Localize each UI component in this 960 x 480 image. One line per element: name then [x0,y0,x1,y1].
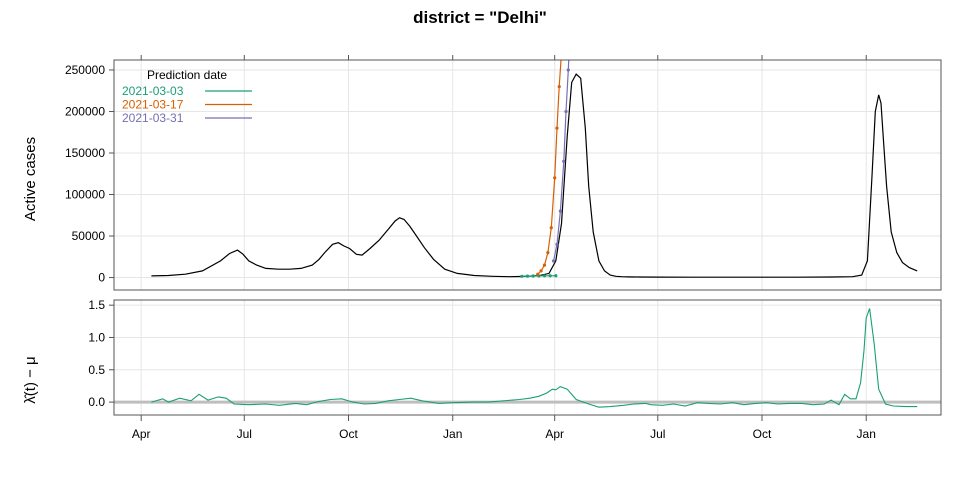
forecast-point-2021-03-03 [520,274,524,278]
x-tick-label: Oct [753,427,772,441]
y-tick-label: 100000 [65,188,105,202]
bottom-panel-y-axis: 0.0 0.5 1.0 1.5 [88,298,114,409]
bottom-clip-group [114,308,941,408]
legend-entry-label: 2021-03-31 [122,111,184,125]
y-tick-label: 0.5 [88,363,105,377]
legend: Prediction date 2021-03-032021-03-172021… [122,68,252,125]
lambda-line [151,308,918,408]
y-tick-label: 50000 [72,229,106,243]
forecast-point-2021-03-17 [539,269,543,273]
x-tick-label: Apr [132,427,151,441]
forecast-point-2021-03-17 [546,251,550,255]
forecast-point-2021-03-17 [557,84,561,89]
forecast-point-2021-03-31 [566,68,570,72]
y-tick-label: 0 [98,271,105,285]
top-panel-y-label: Active cases [22,137,39,221]
forecast-point-2021-03-17 [555,126,559,130]
forecast-point-2021-03-17 [542,263,547,267]
forecast-point-2021-03-31 [551,259,556,263]
forecast-point-2021-03-03 [531,274,535,278]
forecast-point-2021-03-17 [536,272,540,276]
top-panel-x-ticks [140,55,867,60]
y-tick-label: 1.5 [88,298,105,312]
bottom-panel-grid [114,300,941,415]
legend-entry-label: 2021-03-03 [122,84,184,98]
x-axis: Apr Jul Oct Jan Apr Jul Oct Jan [132,415,876,441]
y-tick-label: 200000 [65,104,105,118]
forecast-point-2021-03-03 [554,274,558,278]
x-tick-label: Oct [339,427,358,441]
legend-title: Prediction date [147,68,227,82]
chart-title: district = "Delhi" [413,8,547,27]
top-panel-series [151,35,918,278]
forecast-point-2021-03-03 [525,274,530,278]
x-tick-label: Apr [545,427,564,441]
active-cases-panel: 0 50000 100000 150000 200000 250000 Active ca… [22,35,942,291]
top-panel-grid [114,60,941,290]
forecast-point-2021-03-31 [564,109,568,114]
x-tick-label: Jan [443,427,462,441]
top-panel-frame [113,59,942,291]
bottom-panel-frame [113,299,942,416]
top-clip-group [151,35,918,278]
forecast-point-2021-03-17 [553,176,557,180]
x-tick-label: Jul [650,427,665,441]
bottom-panel-series [114,308,941,408]
top-panel-y-axis: 0 50000 100000 150000 200000 250000 [65,63,114,285]
forecast-point-2021-03-31 [558,209,562,213]
forecast-point-2021-03-31 [562,159,566,163]
forecast-point-2021-03-17 [561,35,564,38]
y-tick-label: 150000 [65,146,105,160]
x-tick-label: Jul [237,427,252,441]
forecast-point-2021-03-03 [548,274,552,278]
x-tick-label: Jan [857,427,876,441]
forecast-point-2021-03-17 [549,226,553,230]
bottom-panel-y-label: λ̂(t) − μ [22,356,39,403]
forecast-point-2021-03-31 [568,43,571,46]
y-tick-label: 1.0 [88,330,105,344]
lambda-panel: 0.0 0.5 1.0 1.5 Apr Jul Oct Jan Apr Jul Oct Jan λ̂… [22,298,942,441]
forecast-point-2021-03-03 [542,274,547,278]
legend-entry-label: 2021-03-17 [122,98,184,112]
forecast-point-2021-03-31 [555,242,559,246]
y-tick-label: 0.0 [88,395,105,409]
y-tick-label: 250000 [65,63,105,77]
observed-active-cases-line [151,73,918,278]
